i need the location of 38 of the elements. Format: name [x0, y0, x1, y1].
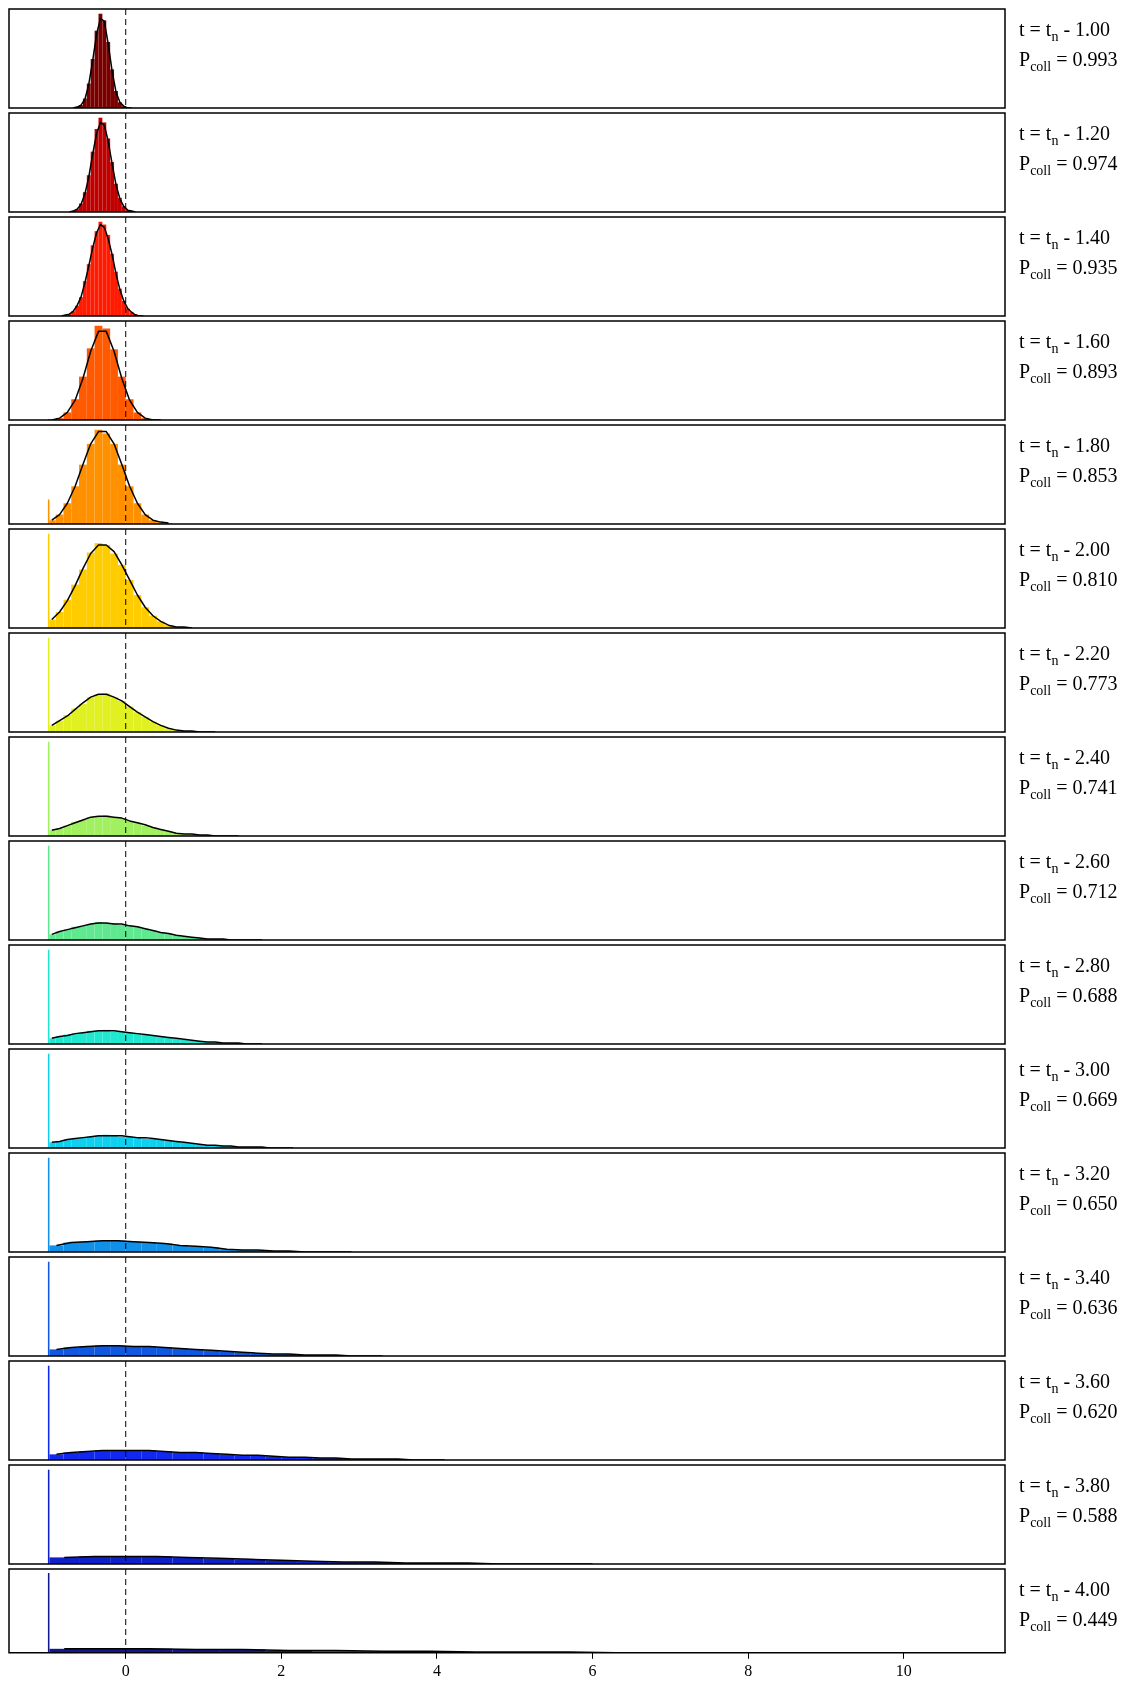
text: t = t$_{n}$ - 3.80 — [1019, 1474, 1112, 1502]
text: P$_{coll}$ = 0.449 — [1019, 1608, 1119, 1636]
x-tick-label: 6 — [588, 1661, 597, 1679]
text: P$_{coll}$ = 0.650 — [1019, 1192, 1119, 1220]
text: P$_{coll}$ = 0.974 — [1019, 152, 1119, 180]
text: t = t$_{n}$ - 2.80 — [1019, 954, 1112, 982]
text: t = t$_{n}$ - 4.00 — [1019, 1578, 1112, 1606]
text: P$_{coll}$ = 0.620 — [1019, 1400, 1119, 1428]
text: t = t$_{n}$ - 1.20 — [1019, 122, 1112, 150]
text: P$_{coll}$ = 0.810 — [1019, 568, 1119, 596]
x-tick-label: 0 — [121, 1661, 130, 1679]
text: P$_{coll}$ = 0.853 — [1019, 464, 1119, 492]
text: t = t$_{n}$ - 1.00 — [1019, 18, 1112, 46]
text: P$_{coll}$ = 0.712 — [1019, 880, 1119, 908]
text: t = t$_{n}$ - 3.20 — [1019, 1162, 1112, 1190]
text: P$_{coll}$ = 0.588 — [1019, 1504, 1119, 1532]
text: P$_{coll}$ = 0.893 — [1019, 360, 1119, 388]
text: P$_{coll}$ = 0.741 — [1019, 776, 1119, 804]
text: t = t$_{n}$ - 1.40 — [1019, 226, 1112, 254]
text: t = t$_{n}$ - 3.00 — [1019, 1058, 1112, 1086]
text: t = t$_{n}$ - 2.40 — [1019, 746, 1112, 774]
text: t = t$_{n}$ - 2.00 — [1019, 538, 1112, 566]
x-tick-label: 10 — [895, 1661, 912, 1679]
x-tick-label: 2 — [277, 1661, 286, 1679]
text: t = t$_{n}$ - 1.80 — [1019, 434, 1112, 462]
text: t = t$_{n}$ - 2.60 — [1019, 850, 1112, 878]
x-tick-label: 8 — [744, 1661, 753, 1679]
x-tick-label: 4 — [432, 1661, 441, 1679]
text: P$_{coll}$ = 0.993 — [1019, 48, 1119, 76]
text: P$_{coll}$ = 0.935 — [1019, 256, 1119, 284]
text: P$_{coll}$ = 0.636 — [1019, 1296, 1119, 1324]
text: t = t$_{n}$ - 2.20 — [1019, 642, 1112, 670]
text: P$_{coll}$ = 0.773 — [1019, 672, 1119, 700]
text: t = t$_{n}$ - 1.60 — [1019, 330, 1112, 358]
text: t = t$_{n}$ - 3.60 — [1019, 1370, 1112, 1398]
text: P$_{coll}$ = 0.688 — [1019, 984, 1119, 1012]
text: P$_{coll}$ = 0.669 — [1019, 1088, 1119, 1116]
text: t = t$_{n}$ - 3.40 — [1019, 1266, 1112, 1294]
